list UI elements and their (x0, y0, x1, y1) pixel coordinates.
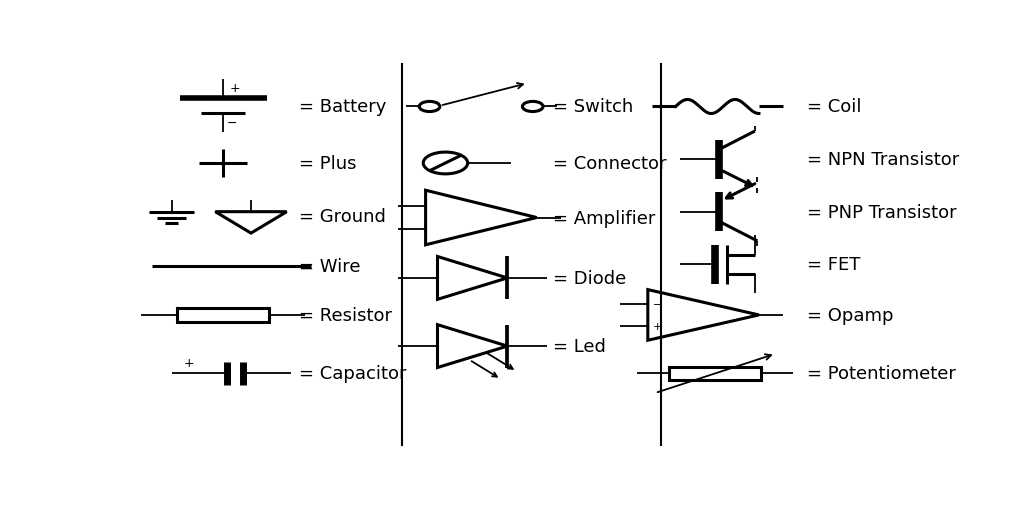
Text: = Led: = Led (553, 337, 605, 356)
Text: = Battery: = Battery (299, 98, 386, 116)
Text: +: + (183, 356, 195, 369)
Text: = Plus: = Plus (299, 155, 356, 173)
Text: = Amplifier: = Amplifier (553, 209, 655, 227)
Text: = NPN Transistor: = NPN Transistor (807, 151, 958, 169)
Text: = Diode: = Diode (553, 269, 626, 287)
Text: = Coil: = Coil (807, 98, 861, 116)
Text: = Connector: = Connector (553, 155, 666, 173)
Text: = PNP Transistor: = PNP Transistor (807, 204, 956, 221)
Text: = Opamp: = Opamp (807, 307, 893, 324)
Text: = Capacitor: = Capacitor (299, 365, 407, 383)
Text: −: − (652, 299, 663, 310)
Text: = Wire: = Wire (299, 258, 360, 276)
Bar (177, 308, 269, 323)
Bar (670, 367, 761, 380)
Text: = Switch: = Switch (553, 98, 633, 116)
Text: = Resistor: = Resistor (299, 307, 391, 324)
Text: = Ground: = Ground (299, 207, 385, 225)
Text: +: + (229, 82, 241, 95)
Text: −: − (227, 117, 238, 130)
Text: +: + (652, 321, 663, 331)
Text: = Potentiometer: = Potentiometer (807, 365, 955, 383)
Text: = FET: = FET (807, 256, 860, 274)
